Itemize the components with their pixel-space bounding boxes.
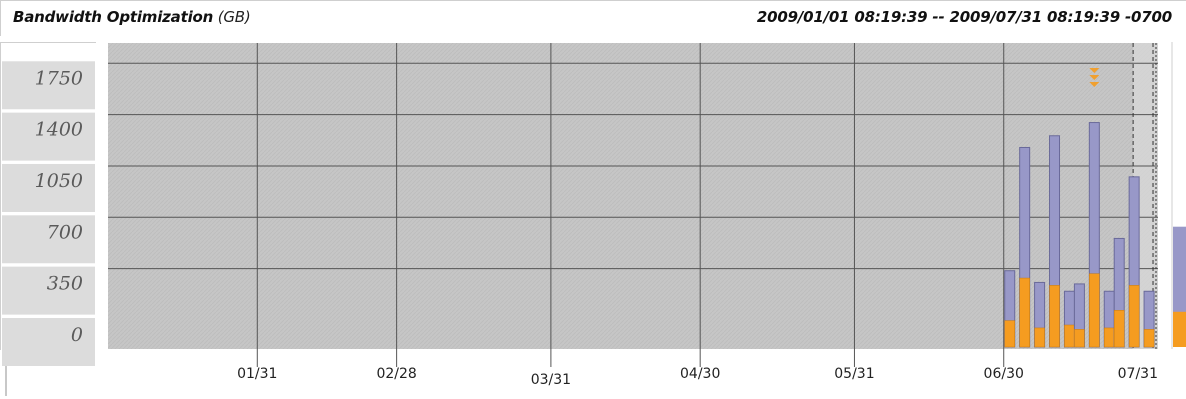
x-tick-label: 05/31 <box>834 366 874 382</box>
y-tick-cell <box>2 266 95 316</box>
chart-title: Bandwidth Optimization (GB) <box>13 8 251 26</box>
bar-reduced <box>1074 329 1085 348</box>
bar-reduced <box>1049 285 1060 348</box>
alert-marker-icon <box>1089 75 1100 80</box>
chart-header: Bandwidth Optimization (GB) 2009/01/01 0… <box>0 0 1186 36</box>
left-divider <box>5 366 7 396</box>
y-tick-cell <box>2 163 95 213</box>
date-range: 2009/01/01 08:19:39 -- 2009/07/31 08:19:… <box>756 8 1172 26</box>
y-tick-label: 1400 <box>35 119 83 141</box>
y-axis-panel <box>0 42 96 350</box>
bar-reduced <box>1004 320 1015 348</box>
bar-reduced <box>1019 277 1030 348</box>
plot-area <box>108 43 1158 349</box>
x-tick-label: 04/30 <box>680 366 720 382</box>
side-bar-reduced <box>1173 311 1186 347</box>
alert-marker-icon <box>1089 68 1100 73</box>
bar-reduced <box>1143 329 1155 348</box>
y-tick-label: 1050 <box>35 170 83 192</box>
y-tick-cell <box>2 61 95 111</box>
y-tick-label: 1750 <box>35 67 83 89</box>
bar-reduced <box>1104 327 1115 348</box>
bar-reduced <box>1128 285 1140 348</box>
alert-marker-icon <box>1089 82 1100 87</box>
y-tick-label: 350 <box>47 273 83 295</box>
x-tick-label: 07/31 <box>1118 366 1158 382</box>
y-tick-label: 0 <box>71 324 83 346</box>
y-tick-cell <box>2 215 95 265</box>
chart-title-text: Bandwidth Optimization <box>13 8 214 26</box>
bar-reduced <box>1113 310 1125 348</box>
bar-reduced <box>1089 273 1100 348</box>
y-tick-label: 700 <box>47 221 83 243</box>
y-tick-cell <box>2 112 95 162</box>
y-tick-cell <box>2 318 95 367</box>
bar-reduced <box>1064 324 1075 348</box>
x-tick-label: 06/30 <box>984 366 1024 382</box>
bar-reduced <box>1034 327 1045 348</box>
x-tick-label: 02/28 <box>376 366 416 382</box>
x-tick-label: 03/31 <box>531 372 571 388</box>
x-tick-label: 01/31 <box>237 366 277 382</box>
chart-unit: (GB) <box>217 8 251 26</box>
